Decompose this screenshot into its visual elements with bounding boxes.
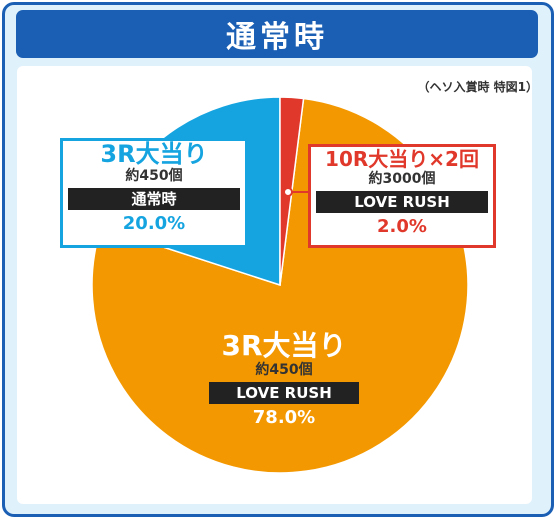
label-love-rush-3r-pct: 78.0%	[252, 407, 316, 428]
condition-note: （ヘソ入賞時 特図1）	[417, 80, 538, 94]
label-normal-3r: 3R大当り 約450個 通常時 20.0%	[60, 138, 248, 248]
label-normal-3r-prize: 約450個	[125, 168, 183, 184]
chart-title: 通常時	[16, 10, 538, 58]
label-love-rush-10r-pct: 2.0%	[377, 216, 427, 237]
label-love-rush-3r-title: 3R大当り	[221, 329, 347, 362]
label-love-rush-3r: 3R大当り 約450個 LOVE RUSH 78.0%	[198, 330, 370, 434]
label-love-rush-10r-title: 10R大当り×2回	[325, 147, 479, 171]
label-normal-3r-mode: 通常時	[68, 188, 240, 210]
leader-dot	[283, 187, 293, 197]
label-love-rush-10r: 10R大当り×2回 約3000個 LOVE RUSH 2.0%	[308, 144, 496, 248]
label-love-rush-10r-prize: 約3000個	[368, 171, 436, 187]
label-love-rush-10r-mode: LOVE RUSH	[316, 191, 488, 213]
label-love-rush-3r-mode: LOVE RUSH	[209, 382, 359, 404]
label-normal-3r-title: 3R大当り	[100, 140, 208, 168]
label-love-rush-3r-prize: 約450個	[255, 362, 313, 378]
label-normal-3r-pct: 20.0%	[122, 213, 186, 234]
